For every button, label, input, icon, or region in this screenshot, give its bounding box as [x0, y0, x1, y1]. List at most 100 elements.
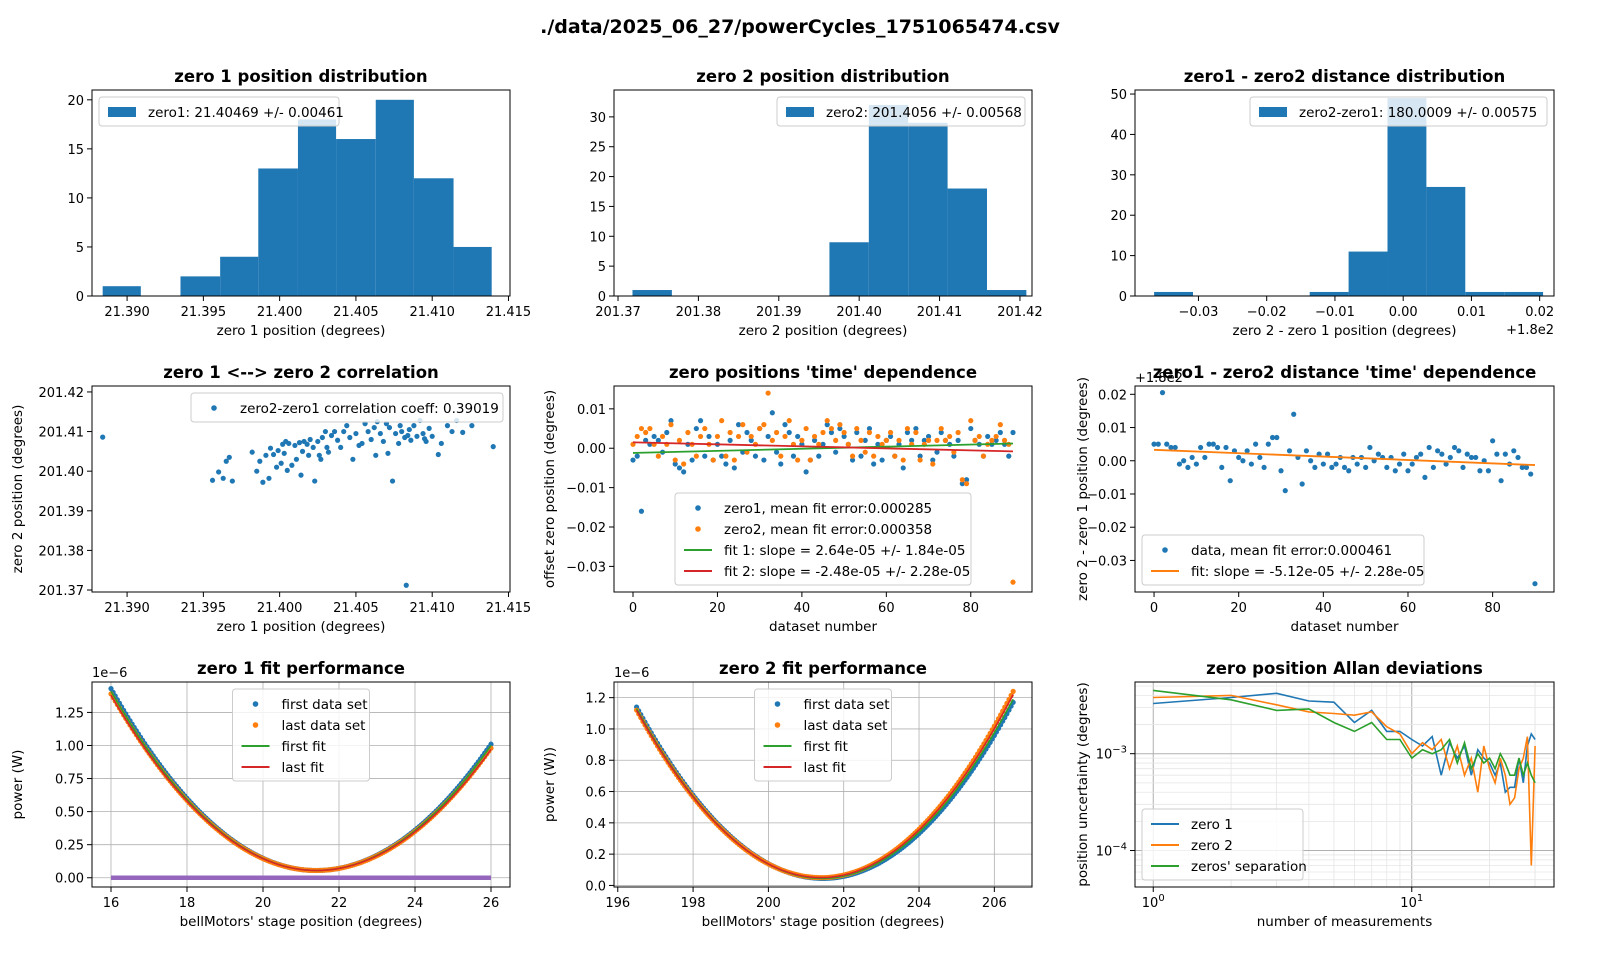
scatter-point	[403, 582, 409, 588]
scatter-point	[1010, 579, 1016, 585]
scatter-point	[1198, 444, 1204, 451]
scatter-point	[761, 422, 767, 428]
scatter-point	[1456, 448, 1462, 454]
x-tick-label: 40	[1315, 601, 1332, 616]
scatter-point	[723, 461, 729, 467]
scatter-point	[655, 453, 661, 459]
histogram-bar	[297, 119, 337, 296]
x-tick-label: 21.410	[409, 601, 455, 616]
legend-frame	[1141, 808, 1304, 881]
scatter-point	[740, 422, 746, 428]
tick-exponent: 0	[1158, 893, 1164, 904]
x-axis-label: zero 2 position (degrees)	[739, 323, 908, 339]
y-tick-label: 30	[1110, 169, 1127, 184]
scatter-point	[947, 433, 953, 440]
y-tick-label: 0.75	[55, 773, 84, 788]
scatter-point	[769, 410, 775, 416]
histogram-bar	[1465, 291, 1505, 296]
scatter-point	[1320, 461, 1326, 467]
scatter-point	[216, 469, 222, 475]
scatter-point	[634, 453, 640, 459]
scatter-point	[638, 425, 645, 432]
chart-title: zero1 - zero2 distance distribution	[1184, 67, 1506, 86]
y-tick-label: 40	[1110, 128, 1127, 143]
chart-title: zero 1 position distribution	[174, 67, 427, 86]
legend-label: zero2: 201.4056 +/- 0.00568	[826, 105, 1022, 121]
legend: zero1, mean fit error:0.000285 zero2, mea…	[674, 492, 972, 586]
x-tick-label: 201.39	[756, 305, 802, 320]
x-tick-label: −0.03	[1179, 305, 1219, 320]
x-axis-label: dataset number	[769, 619, 877, 635]
y-tick-label: 201.41	[39, 426, 85, 441]
scatter-point	[449, 428, 455, 435]
y-tick-label: 5	[76, 241, 84, 256]
scatter-point	[338, 444, 344, 451]
scatter-point	[1282, 488, 1288, 494]
scatter-point	[672, 461, 678, 467]
x-tick-label: 16	[103, 896, 120, 911]
scatter-point	[209, 477, 216, 483]
scatter-point	[1511, 448, 1517, 454]
legend-marker	[211, 405, 217, 411]
scatter-point	[913, 425, 919, 432]
legend-marker	[252, 722, 259, 728]
scatter-point	[490, 444, 496, 450]
scatter-point	[377, 430, 383, 437]
x-tick-label: 206	[982, 896, 1007, 911]
scatter-point	[714, 433, 721, 440]
scatter-point	[299, 448, 306, 454]
histogram-bar	[220, 256, 259, 296]
scatter-point	[668, 422, 674, 428]
scatter-point	[879, 457, 885, 463]
scatter-point	[304, 441, 310, 447]
subplot-2: 201.37 201.38 201.39 201.40 201.41 201.42 0 5 10…	[589, 67, 1042, 339]
legend-marker	[695, 526, 701, 532]
histogram-bar	[375, 99, 414, 296]
scatter-point	[316, 452, 322, 458]
scatter-point	[1392, 468, 1398, 474]
legend: first data set last data set first fit last…	[232, 688, 370, 782]
scatter-point	[275, 447, 281, 454]
histogram-bar	[1154, 291, 1194, 296]
scatter-point	[322, 428, 329, 435]
scatter-point	[315, 438, 321, 445]
y-tick-label: 0.00	[577, 442, 606, 457]
x-tick-label: 201.37	[595, 305, 641, 320]
histogram-bar	[986, 290, 1027, 296]
scatter-point	[655, 437, 661, 443]
scatter-point	[1528, 471, 1534, 477]
legend-label: last fit	[282, 760, 324, 776]
scatter-point	[1240, 458, 1246, 464]
scatter-point	[630, 457, 636, 463]
scatter-point	[959, 481, 965, 487]
scatter-point	[1278, 468, 1284, 474]
legend-label: zero 1	[1191, 817, 1233, 833]
x-axis-label: zero 1 position (degrees)	[217, 619, 386, 635]
scatter-point	[672, 457, 678, 463]
scatter-point	[1384, 464, 1390, 471]
legend-label: fit 2: slope = -2.48e-05 +/- 2.28e-05	[724, 564, 970, 580]
scatter-point	[748, 433, 754, 440]
scatter-point	[727, 437, 733, 443]
scatter-point	[1010, 429, 1016, 436]
histogram-bar	[1504, 291, 1544, 296]
plot-area	[632, 104, 1027, 296]
scatter-point	[1401, 451, 1407, 457]
scatter-point	[359, 440, 365, 447]
scatter-point	[858, 437, 864, 443]
tick-base: 10	[1096, 748, 1113, 763]
legend: zero 1 zero 2 zeros' separation	[1141, 808, 1307, 881]
legend-label: fit: slope = -5.12e-05 +/- 2.28e-05	[1191, 564, 1424, 580]
y-axis-label: zero 2 position (degrees)	[10, 405, 26, 574]
x-tick-label: 21.410	[409, 305, 455, 320]
scatter-point	[849, 453, 856, 459]
scatter-point	[693, 453, 699, 459]
scatter-point	[773, 449, 780, 455]
legend-label: zero2-zero1: 180.0009 +/- 0.00575	[1299, 105, 1537, 121]
scatter-point	[1502, 451, 1508, 457]
y-tick-label: 10	[1110, 250, 1127, 265]
scatter-point	[837, 422, 843, 428]
plot-area	[1153, 689, 1536, 866]
scatter-point	[226, 454, 232, 460]
